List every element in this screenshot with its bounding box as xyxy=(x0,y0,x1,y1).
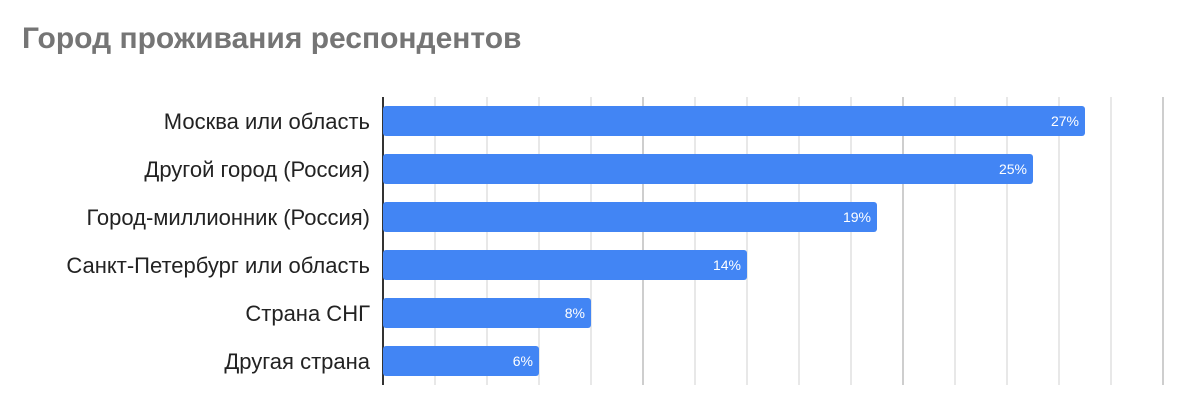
bar xyxy=(383,202,877,232)
category-label: Другой город (Россия) xyxy=(144,157,370,182)
category-label: Москва или область xyxy=(164,109,370,134)
bars: 27% 25% 19% 14% 8% 6% xyxy=(383,106,1085,376)
bar xyxy=(383,154,1033,184)
category-label: Другая страна xyxy=(224,349,370,374)
category-labels: Москва или область Другой город (Россия) Г… xyxy=(66,109,370,374)
data-label: 19% xyxy=(843,209,871,225)
data-label: 25% xyxy=(999,161,1027,177)
chart-title: Город проживания респондентов xyxy=(22,22,522,55)
data-label: 6% xyxy=(513,353,533,369)
bar xyxy=(383,346,539,376)
data-label: 27% xyxy=(1051,113,1079,129)
data-label: 8% xyxy=(565,305,585,321)
category-label: Страна СНГ xyxy=(245,301,370,326)
gridlines xyxy=(382,97,1164,385)
category-label: Санкт-Петербург или область xyxy=(66,253,370,278)
data-label: 14% xyxy=(713,257,741,273)
bar xyxy=(383,250,747,280)
category-label: Город-миллионник (Россия) xyxy=(86,205,370,230)
bar xyxy=(383,106,1085,136)
bar xyxy=(383,298,591,328)
